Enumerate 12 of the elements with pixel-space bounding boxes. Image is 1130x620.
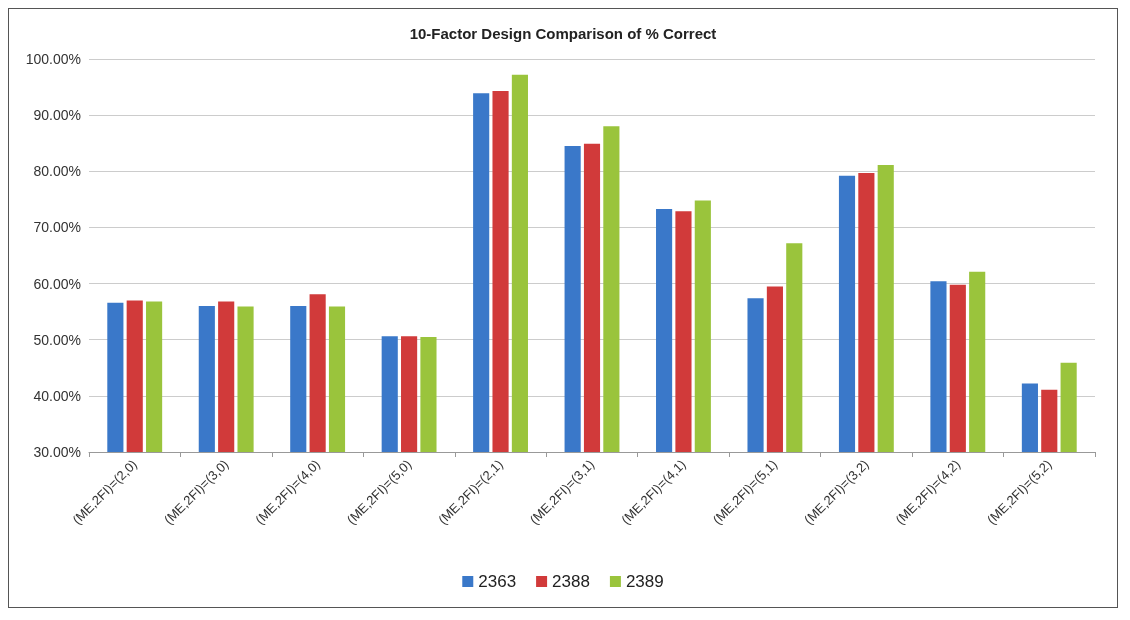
legend-label: 2389 [625,572,664,591]
y-tick-label: 100.00% [25,51,81,67]
y-tick-label: 80.00% [33,163,81,180]
chart-title: 10-Factor Design Comparison of % Correct [409,25,717,42]
y-tick-label: 90.00% [33,107,81,124]
y-tick-label: 50.00% [33,331,81,348]
legend-label: 2388 [552,572,590,591]
y-tick-label: 70.00% [33,219,81,236]
y-tick-label: 30.00% [33,444,81,460]
legend-label: 2363 [478,572,517,591]
y-tick-label: 40.00% [33,387,81,404]
y-tick-label: 60.00% [33,275,81,292]
